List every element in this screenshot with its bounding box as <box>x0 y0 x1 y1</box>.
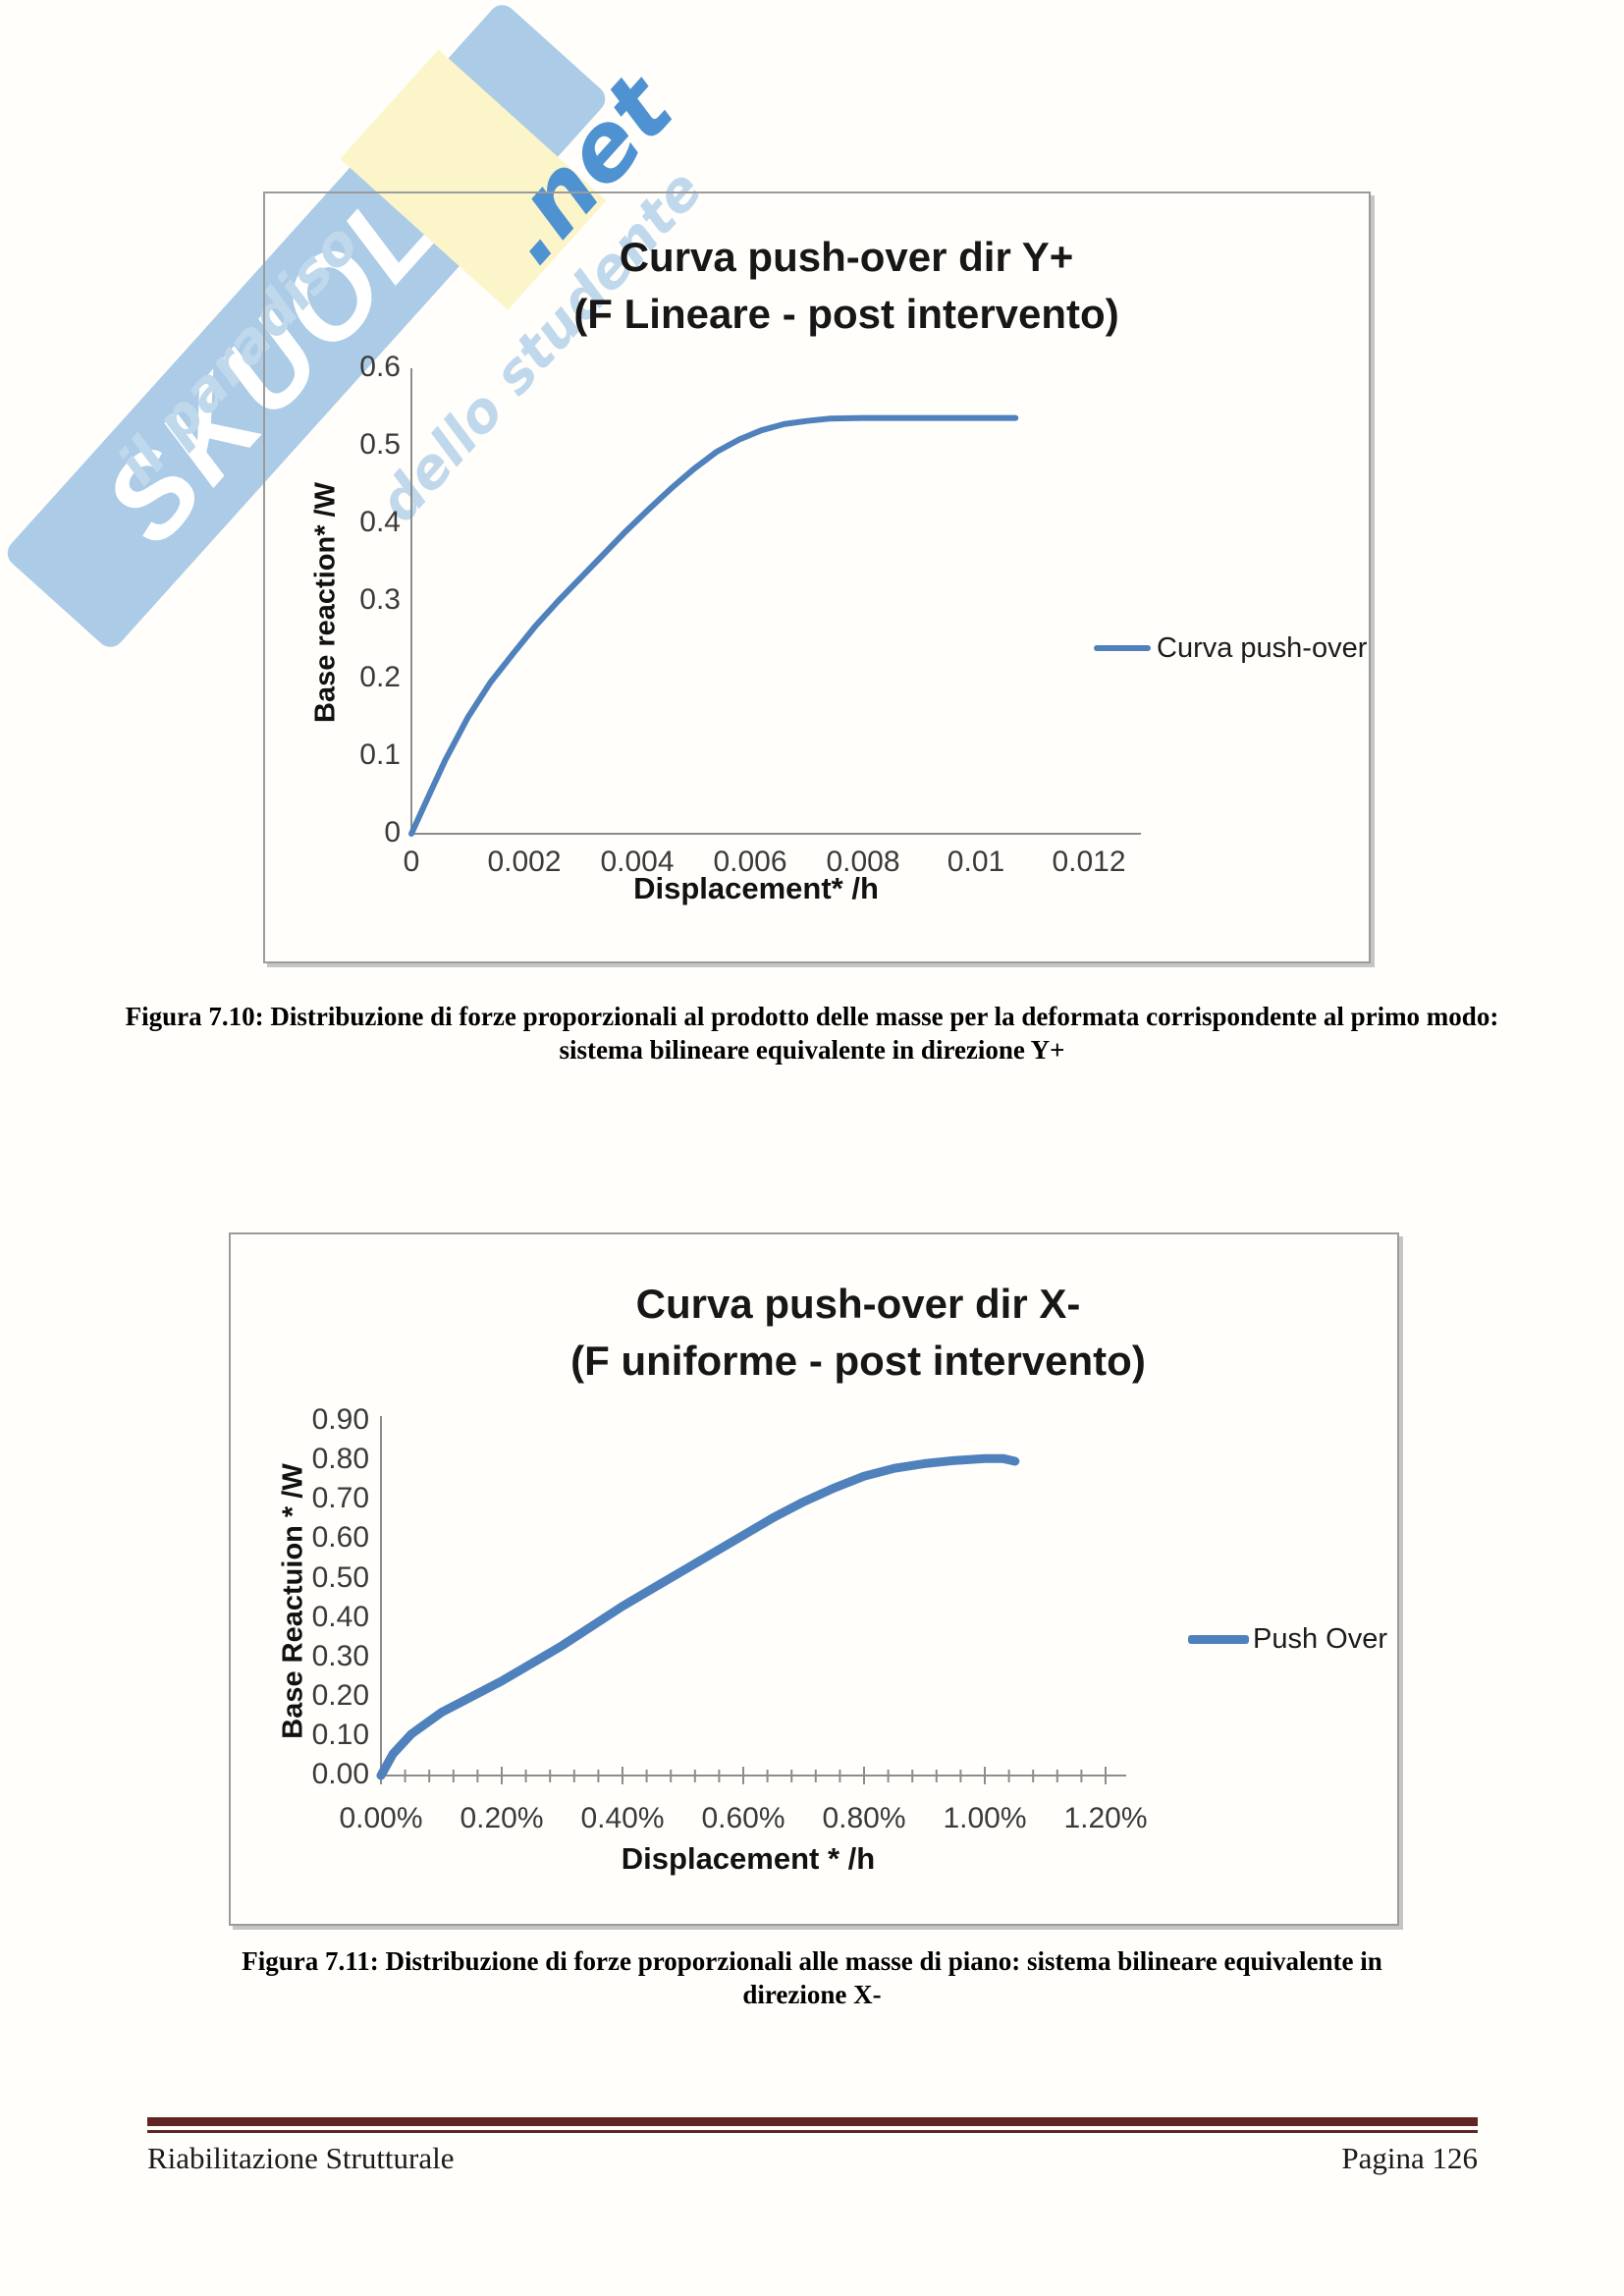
chart2-legend: Push Over <box>1188 1623 1387 1655</box>
chart1-x-tick: 0.006 <box>713 846 787 878</box>
chart1-x-tick: 0.004 <box>600 846 675 878</box>
chart1-title-line2: (F Lineare - post intervento) <box>573 291 1119 337</box>
chart1-legend: Curva push-over <box>1094 631 1368 664</box>
footer-rule-thick <box>147 2117 1478 2126</box>
chart2-x-tick: 1.00% <box>943 1802 1027 1834</box>
figure-7-11-caption-line1: Figura 7.11: Distribuzione di forze prop… <box>242 1946 1382 1976</box>
chart2-title-line1: Curva push-over dir X- <box>635 1281 1081 1327</box>
chart2-y-tick: 0.50 <box>311 1560 369 1594</box>
page-footer: Riabilitazione Strutturale Pagina 126 <box>147 2141 1478 2176</box>
chart1-title-line1: Curva push-over dir Y+ <box>619 234 1074 280</box>
chart1-x-tick: 0.008 <box>826 846 900 878</box>
figure-7-10-caption-line2: sistema bilineare equivalente in direzio… <box>559 1035 1065 1065</box>
chart2-y-tick: 0.00 <box>311 1758 369 1790</box>
chart1-y-tick: 0.4 <box>359 506 401 538</box>
chart2-y-tick: 0.30 <box>311 1639 369 1672</box>
chart2-x-tick: 0.40% <box>580 1802 665 1834</box>
chart1-x-tick: 0.002 <box>487 846 562 878</box>
chart2-x-tick: 0.80% <box>822 1802 906 1834</box>
footer-page-number: Pagina 126 <box>1341 2141 1478 2175</box>
figure-7-10-chart: Curva push-over dir Y+ (F Lineare - post… <box>263 191 1371 963</box>
chart1-title: Curva push-over dir Y+ (F Lineare - post… <box>295 229 1398 343</box>
chart1-x-axis-label: Displacement* /h <box>633 871 879 905</box>
pushover-curve-x-minus-plot <box>376 1416 1126 1784</box>
chart2-title: Curva push-over dir X- (F uniforme - pos… <box>275 1276 1441 1390</box>
chart2-x-tick: 1.20% <box>1063 1802 1148 1834</box>
chart2-y-tick: 0.80 <box>311 1443 369 1476</box>
chart1-y-tick: 0 <box>384 816 401 848</box>
chart2-legend-label: Push Over <box>1253 1622 1387 1655</box>
footer-rule-thin <box>147 2130 1478 2133</box>
chart2-x-tick: 0.20% <box>460 1802 544 1834</box>
chart1-y-tick: 0.6 <box>359 351 401 383</box>
chart1-x-tick: 0.01 <box>947 846 1005 878</box>
figure-7-10-caption-line1: Figura 7.10: Distribuzione di forze prop… <box>125 1002 1499 1031</box>
chart2-x-tick: 0.00% <box>339 1802 423 1834</box>
figure-7-11-chart: Curva push-over dir X- (F uniforme - pos… <box>229 1232 1399 1926</box>
chart1-legend-label: Curva push-over <box>1157 631 1368 664</box>
figure-7-10-caption: Figura 7.10: Distribuzione di forze prop… <box>98 1000 1526 1066</box>
chart1-y-tick: 0.2 <box>359 661 401 693</box>
chart2-x-axis-label: Displacement * /h <box>621 1841 876 1876</box>
footer-course-title: Riabilitazione Strutturale <box>147 2141 455 2175</box>
chart2-y-tick: 0.10 <box>311 1718 369 1751</box>
figure-7-11-caption-line2: direzione X- <box>742 1980 882 2009</box>
chart2-y-tick: 0.70 <box>311 1482 369 1515</box>
chart2-y-tick: 0.40 <box>311 1600 369 1633</box>
chart2-x-tick: 0.60% <box>701 1802 785 1834</box>
figure-7-11-caption: Figura 7.11: Distribuzione di forze prop… <box>98 1944 1526 2011</box>
chart1-y-tick: 0.3 <box>359 583 401 616</box>
curva-push-over-line <box>408 414 1019 837</box>
chart1-legend-line-swatch <box>1094 645 1151 651</box>
push-over-line <box>376 1453 1020 1780</box>
chart1-y-tick: 0.5 <box>359 428 401 461</box>
chart1-y-tick: 0.1 <box>359 738 401 771</box>
chart1-x-tick: 0 <box>403 846 420 878</box>
chart2-y-tick: 0.90 <box>311 1403 369 1437</box>
chart2-title-line2: (F uniforme - post intervento) <box>570 1338 1146 1384</box>
chart1-x-tick: 0.012 <box>1052 846 1126 878</box>
chart2-y-tick: 0.60 <box>311 1521 369 1555</box>
chart2-y-tick: 0.20 <box>311 1678 369 1712</box>
chart2-legend-line-swatch <box>1188 1634 1249 1644</box>
